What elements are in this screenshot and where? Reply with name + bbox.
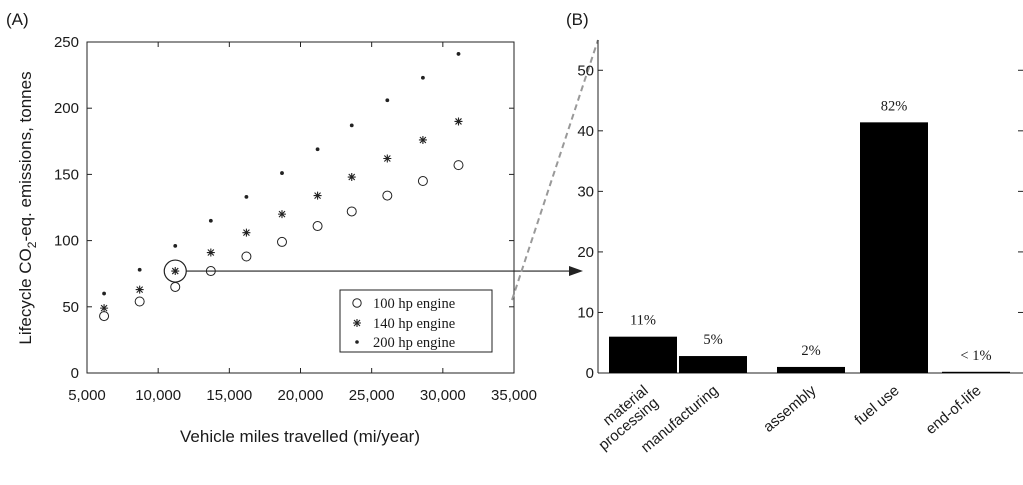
point-140hp <box>383 154 392 163</box>
y-tick-label: 100 <box>54 233 79 250</box>
x-tick-label: 30,000 <box>420 387 466 404</box>
bar-data-label: < 1% <box>960 348 991 364</box>
bar-y-tick-label: 40 <box>577 123 594 140</box>
point-100hp <box>241 251 252 262</box>
bar-category-label-line: fuel use <box>851 382 902 429</box>
bar-data-label: 82% <box>881 98 908 114</box>
point-200hp <box>456 52 461 56</box>
point-100hp <box>99 311 110 322</box>
bar <box>860 122 928 373</box>
point-200hp <box>102 291 106 296</box>
legend-label-140hp: 140 hp engine <box>373 316 455 332</box>
point-100hp <box>134 296 145 307</box>
scatter-points <box>99 52 464 322</box>
point-100hp <box>276 236 287 247</box>
panel-label-a: (A) <box>6 10 29 29</box>
bar-y-tick-label: 50 <box>577 62 594 79</box>
point-100hp <box>417 176 428 187</box>
scatter-ticks: 5,000 10,000 15,000 20,000 25,000 30,000 35,00… <box>54 34 537 404</box>
bar-category-label-line: assembly <box>760 382 820 436</box>
y-tick-label: 250 <box>54 34 79 51</box>
bar-category-label: end-of-life <box>923 382 985 438</box>
point-140hp <box>313 191 322 200</box>
point-200hp <box>173 243 178 248</box>
bar-category-label: manufacturing <box>638 382 722 456</box>
point-140hp <box>135 285 144 294</box>
point-100hp <box>453 160 464 171</box>
y-tick-label: 50 <box>62 299 79 316</box>
y-axis-title-part2: -eq. emissions, tonnes <box>16 71 35 241</box>
panel-label-b: (B) <box>566 10 589 29</box>
bar-y-tick-label: 0 <box>586 365 594 382</box>
point-140hp <box>171 267 180 276</box>
x-tick-label: 20,000 <box>278 387 324 404</box>
bar <box>609 336 677 373</box>
y-tick-label: 150 <box>54 166 79 183</box>
scatter-panel: (A) 5,000 10,000 15,000 20,000 25,000 30,000 3… <box>6 10 599 446</box>
bar-y-tick-label: 10 <box>577 304 594 321</box>
legend-label-200hp: 200 hp engine <box>373 335 455 351</box>
x-tick-label: 15,000 <box>206 387 252 404</box>
legend-marker-100hp <box>352 298 362 308</box>
point-200hp <box>244 195 249 199</box>
bar-category-label-line: end-of-life <box>923 382 985 438</box>
legend-marker-140hp <box>353 319 361 327</box>
x-tick-label: 35,000 <box>491 387 537 404</box>
bar-data-labels: 11% 5% 2% 82% < 1% <box>630 98 992 363</box>
bar <box>777 366 845 373</box>
y-axis-title-subscript: 2 <box>25 241 39 248</box>
zoom-dashed-line <box>511 39 599 301</box>
bar-ticks: 0 10 20 30 40 50 <box>577 62 1023 382</box>
bar-y-tick-label: 30 <box>577 183 594 200</box>
bar-category-label: assembly <box>760 382 820 436</box>
bar-data-label: 5% <box>703 332 722 348</box>
point-100hp <box>382 190 393 201</box>
legend-marker-200hp <box>355 340 359 344</box>
point-200hp <box>349 123 354 128</box>
bar-category-label: fuel use <box>851 382 902 429</box>
point-140hp <box>418 135 427 144</box>
bar-data-label: 11% <box>630 313 656 329</box>
y-axis-title-part1: Lifecycle CO <box>16 248 35 344</box>
point-200hp <box>137 267 142 272</box>
point-140hp <box>242 228 251 237</box>
point-200hp <box>421 75 425 80</box>
legend: 100 hp engine 140 hp engine 200 hp engin… <box>339 289 493 353</box>
bar-series <box>609 122 1010 373</box>
legend-label-100hp: 100 hp engine <box>373 296 455 312</box>
point-200hp <box>315 147 320 152</box>
point-100hp <box>346 206 357 217</box>
point-140hp <box>206 248 215 257</box>
bar <box>679 356 747 373</box>
bar-y-tick-label: 20 <box>577 244 594 261</box>
x-tick-label: 25,000 <box>349 387 395 404</box>
y-tick-label: 200 <box>54 100 79 117</box>
y-tick-label: 0 <box>71 365 79 382</box>
point-140hp <box>454 117 463 126</box>
bar <box>942 371 1010 373</box>
point-100hp <box>170 281 181 292</box>
y-axis-title: Lifecycle CO2-eq. emissions, tonnes <box>16 71 39 344</box>
connector-arrow-head <box>569 266 583 277</box>
point-200hp <box>385 98 390 103</box>
point-140hp <box>100 304 109 313</box>
point-200hp <box>208 218 213 223</box>
x-axis-title: Vehicle miles travelled (mi/year) <box>180 427 420 446</box>
x-tick-label: 5,000 <box>68 387 106 404</box>
x-tick-label: 10,000 <box>135 387 181 404</box>
point-100hp <box>312 221 323 232</box>
bar-category-label-line: manufacturing <box>638 382 722 456</box>
bar-data-label: 2% <box>801 343 820 359</box>
point-140hp <box>277 210 286 219</box>
point-140hp <box>347 173 356 182</box>
legend-box <box>339 289 493 353</box>
point-200hp <box>280 171 284 175</box>
